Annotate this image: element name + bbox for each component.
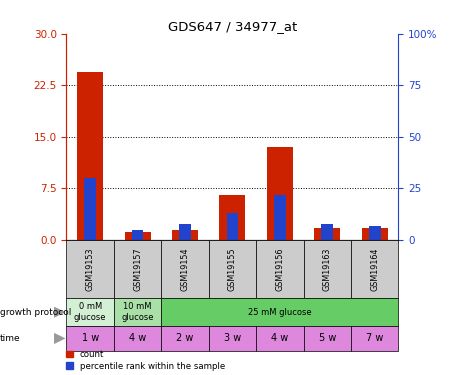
Polygon shape bbox=[54, 307, 65, 318]
Text: growth protocol: growth protocol bbox=[0, 308, 71, 316]
Polygon shape bbox=[54, 333, 65, 344]
Text: 10 mM
glucose: 10 mM glucose bbox=[121, 303, 154, 322]
Title: GDS647 / 34977_at: GDS647 / 34977_at bbox=[168, 20, 297, 33]
Bar bbox=[322, 224, 333, 240]
Text: 1 w: 1 w bbox=[82, 333, 99, 344]
Bar bbox=[131, 230, 143, 240]
Text: GSM19164: GSM19164 bbox=[370, 248, 379, 291]
Bar bbox=[369, 226, 381, 240]
Text: 3 w: 3 w bbox=[224, 333, 241, 344]
Bar bbox=[66, 240, 114, 298]
Bar bbox=[314, 228, 340, 240]
Bar bbox=[256, 326, 304, 351]
Bar bbox=[256, 240, 304, 298]
Text: 25 mM glucose: 25 mM glucose bbox=[248, 308, 312, 316]
Text: time: time bbox=[0, 334, 21, 343]
Text: 4 w: 4 w bbox=[129, 333, 146, 344]
Bar bbox=[351, 326, 398, 351]
Bar bbox=[66, 326, 114, 351]
Text: GSM19154: GSM19154 bbox=[180, 248, 190, 291]
Bar bbox=[219, 195, 245, 240]
Bar bbox=[161, 240, 209, 298]
Bar bbox=[125, 232, 151, 240]
Text: 4 w: 4 w bbox=[271, 333, 289, 344]
Text: GSM19153: GSM19153 bbox=[86, 248, 95, 291]
Bar bbox=[114, 326, 161, 351]
Bar bbox=[161, 298, 398, 326]
Bar bbox=[172, 230, 198, 240]
Text: 5 w: 5 w bbox=[319, 333, 336, 344]
Bar bbox=[274, 195, 286, 240]
Bar bbox=[351, 240, 398, 298]
Bar bbox=[84, 178, 96, 240]
Text: GSM19157: GSM19157 bbox=[133, 247, 142, 291]
Bar bbox=[114, 298, 161, 326]
Legend: count, percentile rank within the sample: count, percentile rank within the sample bbox=[66, 350, 225, 371]
Text: 2 w: 2 w bbox=[176, 333, 194, 344]
Bar bbox=[304, 326, 351, 351]
Bar bbox=[304, 240, 351, 298]
Text: GSM19156: GSM19156 bbox=[275, 248, 284, 291]
Bar bbox=[114, 240, 161, 298]
Bar bbox=[161, 326, 209, 351]
Bar bbox=[66, 298, 114, 326]
Bar bbox=[77, 72, 103, 240]
Bar bbox=[209, 326, 256, 351]
Text: 7 w: 7 w bbox=[366, 333, 383, 344]
Bar bbox=[209, 240, 256, 298]
Bar bbox=[362, 228, 388, 240]
Bar bbox=[227, 213, 238, 240]
Bar bbox=[267, 147, 293, 240]
Bar bbox=[179, 224, 191, 240]
Text: GSM19155: GSM19155 bbox=[228, 247, 237, 291]
Text: GSM19163: GSM19163 bbox=[323, 248, 332, 291]
Text: 0 mM
glucose: 0 mM glucose bbox=[74, 303, 106, 322]
